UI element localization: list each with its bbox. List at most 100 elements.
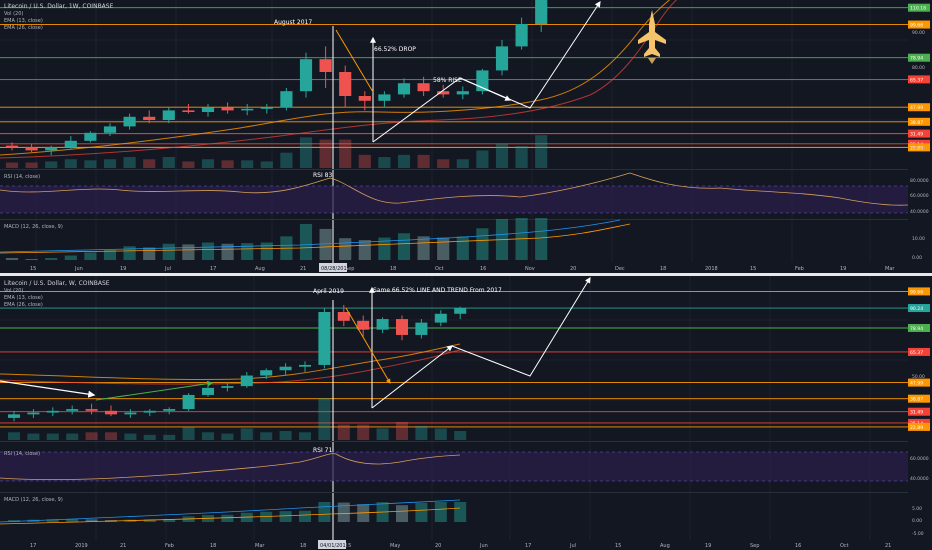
- candle-body: [298, 364, 312, 367]
- volume-bar: [123, 157, 136, 168]
- price-level-tag: [908, 53, 930, 62]
- top-rsi-title: RSI (14, close): [4, 174, 40, 180]
- macd-bar: [260, 511, 273, 522]
- panel-separator: [0, 273, 932, 276]
- bottom-projection-arrow: [451, 276, 591, 377]
- x-axis-tick: 15: [30, 266, 36, 272]
- macd-bar: [46, 519, 59, 522]
- candle-body: [299, 59, 313, 92]
- candle-body: [201, 107, 215, 112]
- top-august-label: August 2017: [274, 19, 312, 26]
- macd-bar: [437, 237, 450, 260]
- top-chart: Litecoin / U.S. Dollar, 1W, COINBASE Vol…: [0, 0, 932, 272]
- top-macd-separator: [0, 219, 908, 220]
- macd-bar: [5, 258, 19, 260]
- bottom-left-arrow: [0, 380, 96, 398]
- volume-bar: [415, 425, 428, 440]
- volume-bar: [201, 432, 215, 440]
- bottom-rsi-tick-60: 60.0000: [910, 456, 929, 462]
- candle-body: [260, 370, 273, 376]
- bottom-macd-title: MACD (12, 26, close, 9): [4, 497, 63, 503]
- x-axis-tick: Dec: [615, 266, 625, 272]
- bottom-time-axis: 17 2019 21 Feb 18 Mar 18 15 May 20 Jun 17 Jul 15 Aug 19…: [30, 543, 891, 549]
- x-axis-tick: 19: [120, 266, 126, 272]
- price-level-label: 31.49: [910, 132, 923, 138]
- bottom-macd-signal-line: [0, 507, 461, 525]
- bottom-rsi-title: RSI (14, close): [4, 451, 40, 457]
- top-rsi-separator: [0, 169, 908, 170]
- top-indicator-vol: Vol (20): [4, 11, 23, 17]
- volume-bar: [397, 154, 411, 168]
- x-axis-tick: 18: [390, 266, 396, 272]
- volume-bar: [395, 422, 409, 440]
- x-axis-tick: 18: [300, 543, 306, 549]
- volume-bar: [260, 161, 273, 168]
- volume-bar: [299, 137, 313, 168]
- price-level-tag: [908, 20, 930, 29]
- bottom-rsi-tick-40: 40.0000: [910, 476, 929, 482]
- macd-bar: [7, 520, 21, 522]
- top-rise-label: 58% RISE: [433, 77, 462, 84]
- volume-bar: [357, 424, 370, 440]
- candle-body: [103, 126, 117, 133]
- candle-body: [378, 94, 391, 101]
- volume-bar: [5, 162, 19, 168]
- volume-bar: [378, 157, 391, 168]
- macd-bar: [417, 236, 430, 260]
- volume-bar: [85, 432, 98, 440]
- x-axis-tick: Mar: [885, 266, 895, 272]
- macd-bar: [64, 255, 77, 260]
- candle-body: [415, 322, 428, 335]
- volume-bar: [535, 135, 548, 168]
- volume-bar: [337, 424, 350, 440]
- macd-bar: [143, 247, 156, 260]
- x-axis-tick: 21: [120, 543, 126, 549]
- price-level-label: 65.37: [910, 77, 923, 83]
- price-level-label: 78.94: [910, 56, 923, 62]
- candle-body: [84, 132, 97, 141]
- x-axis-tick: 17: [210, 266, 216, 272]
- price-level-label: 99.66: [910, 289, 923, 295]
- price-level-label: 78.94: [910, 326, 923, 332]
- volume-bar: [64, 159, 77, 168]
- candle-body: [66, 409, 79, 411]
- candle-body: [143, 410, 156, 413]
- bottom-chart: Litecoin / U.S. Dollar, W, COINBASE Vol …: [0, 276, 932, 550]
- top-price-tick-80: 80.00: [912, 65, 925, 71]
- macd-bar: [378, 237, 391, 260]
- x-axis-tick: Oct: [435, 266, 444, 272]
- volume-bar: [454, 431, 467, 440]
- volume-bar: [221, 160, 234, 168]
- top-date-tag: 08/28/2017: [321, 266, 350, 272]
- x-axis-tick: 21: [300, 266, 306, 272]
- volume-bar: [46, 433, 59, 440]
- bottom-volume-bars: [7, 398, 467, 440]
- volume-bar: [221, 433, 234, 440]
- volume-bar: [241, 160, 254, 168]
- volume-bar: [279, 431, 292, 440]
- bottom-price-axis-tags: 99.6690.2478.9465.3747.9938.8731.4925.14…: [908, 287, 930, 431]
- candle-body: [201, 387, 215, 395]
- x-axis-tick: 15: [345, 543, 351, 549]
- top-macd-signal-line: [0, 223, 631, 254]
- macd-bar: [162, 243, 175, 260]
- macd-bar: [535, 218, 548, 260]
- fighter-jet-icon: [638, 10, 666, 64]
- candle-body: [123, 116, 136, 127]
- bottom-indicator-vol: Vol (20): [4, 288, 23, 294]
- candle-body: [535, 0, 548, 24]
- x-axis-tick: 2018: [705, 266, 718, 272]
- candle-body: [45, 147, 58, 151]
- x-axis-tick: Jul: [164, 266, 171, 272]
- volume-bar: [319, 139, 332, 168]
- top-rsi-tick-80: 80.0000: [910, 178, 929, 184]
- volume-bar: [201, 159, 215, 168]
- top-macd-tick-0: 0.00: [912, 255, 922, 261]
- macd-bar: [163, 519, 176, 522]
- candle-body: [495, 46, 509, 71]
- bottom-drop-diagonal: [345, 307, 391, 384]
- x-axis-tick: 2019: [75, 543, 88, 549]
- top-date-tag-bg: [319, 263, 347, 272]
- candle-body: [279, 366, 292, 371]
- price-level-label: 65.37: [910, 350, 923, 356]
